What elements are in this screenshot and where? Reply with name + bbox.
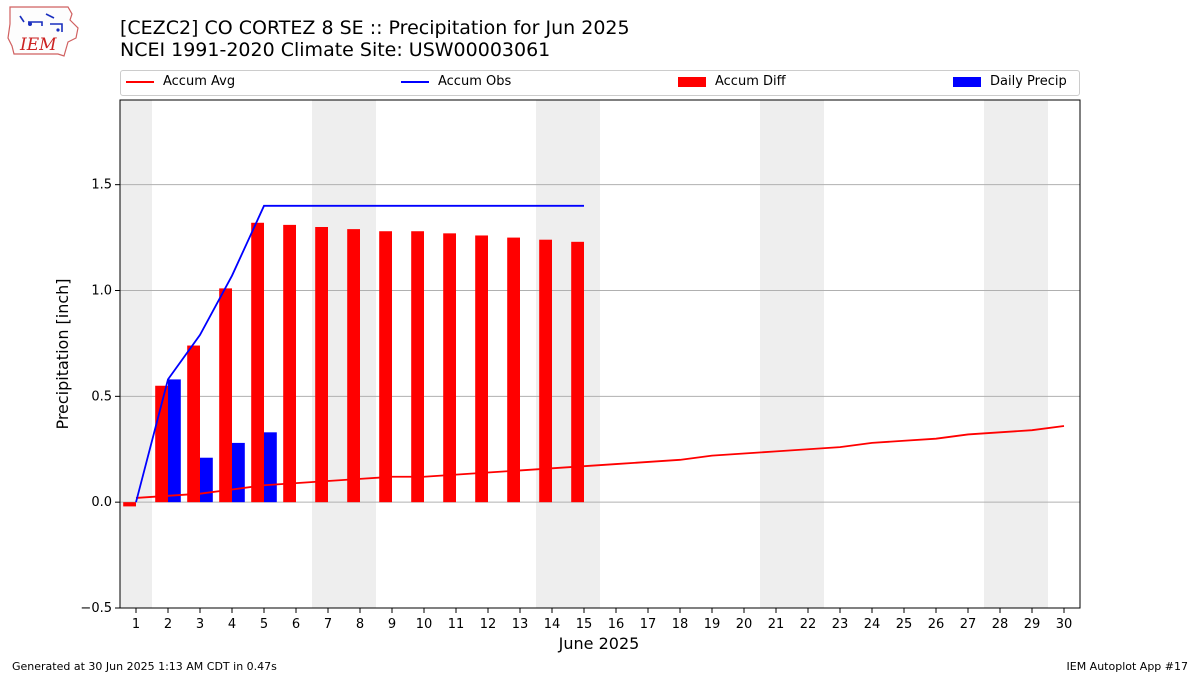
- accum-diff-bar: [475, 235, 488, 503]
- x-tick-label: 9: [388, 617, 396, 632]
- x-tick-label: 19: [704, 617, 721, 632]
- legend-swatch: [678, 76, 706, 87]
- weekend-band: [120, 100, 152, 608]
- legend-item-accum-diff: Accum Diff: [678, 74, 786, 89]
- accum-diff-bar: [539, 239, 552, 503]
- accum-diff-bar: [315, 227, 328, 503]
- y-tick-label: 1.5: [91, 178, 112, 193]
- x-tick-label: 23: [832, 617, 849, 632]
- x-tick-label: 4: [228, 617, 236, 632]
- weekend-band: [760, 100, 824, 608]
- accum-diff-bar: [411, 231, 424, 503]
- logo-text: IEM: [19, 35, 57, 55]
- x-tick-label: 25: [896, 617, 913, 632]
- x-tick-label: 10: [416, 617, 433, 632]
- x-tick-label: 17: [640, 617, 657, 632]
- chart-title: [CEZC2] CO CORTEZ 8 SE :: Precipitation …: [120, 17, 630, 39]
- accum-diff-bar: [443, 233, 456, 503]
- accum-diff-bar: [379, 231, 392, 503]
- x-tick-label: 3: [196, 617, 204, 632]
- x-tick-label: 28: [992, 617, 1009, 632]
- accum-avg-line: [135, 425, 1065, 499]
- legend-item-daily-precip: Daily Precip: [953, 74, 1067, 89]
- legend-item-accum-avg: Accum Avg: [126, 74, 235, 89]
- x-tick-label: 16: [608, 617, 625, 632]
- weekend-band: [536, 100, 600, 608]
- x-tick-label: 5: [260, 617, 268, 632]
- x-tick-label: 21: [768, 617, 785, 632]
- accum-diff-bar: [123, 502, 136, 507]
- daily-precip-bar: [232, 442, 245, 503]
- x-tick-label: 8: [356, 617, 364, 632]
- y-tick-label: 1.0: [91, 284, 112, 299]
- legend-item-accum-obs: Accum Obs: [401, 74, 511, 89]
- x-tick-label: 15: [576, 617, 593, 632]
- accum-diff-bar: [187, 345, 200, 503]
- accum-diff-bar: [571, 241, 584, 503]
- axes: −0.50.00.51.01.51 2 3 4 5 6 7 8 9 10 11 12 13 14 15 16 1…: [80, 99, 1081, 632]
- x-axis-label: June 2025: [558, 634, 640, 653]
- accum-diff-bar: [251, 222, 264, 503]
- legend-swatch: [953, 76, 981, 87]
- bars: [123, 222, 584, 507]
- x-tick-label: 12: [480, 617, 497, 632]
- x-tick-label: 30: [1056, 617, 1073, 632]
- y-tick-label: 0.0: [91, 495, 112, 510]
- x-tick-label: 1: [132, 617, 140, 632]
- x-tick-label: 27: [960, 617, 977, 632]
- legend-label: Daily Precip: [990, 74, 1067, 89]
- daily-precip-bar: [200, 457, 213, 503]
- legend-swatch: [126, 80, 154, 83]
- y-tick-label: −0.5: [80, 601, 112, 616]
- x-tick-label: 14: [544, 617, 561, 632]
- weekend-band: [984, 100, 1048, 608]
- x-tick-label: 18: [672, 617, 689, 632]
- legend-swatch: [401, 80, 429, 83]
- daily-precip-bar: [264, 432, 277, 503]
- legend: Accum Avg Accum Obs Accum Diff Daily Pre…: [120, 70, 1080, 96]
- x-tick-label: 13: [512, 617, 529, 632]
- weekend-shading: [120, 100, 1048, 608]
- x-tick-label: 7: [324, 617, 332, 632]
- legend-label: Accum Obs: [438, 74, 512, 89]
- weather-symbols-icon: [19, 13, 63, 32]
- x-tick-label: 29: [1024, 617, 1041, 632]
- x-tick-label: 20: [736, 617, 753, 632]
- iowa-map-outline-icon: [7, 6, 79, 57]
- x-tick-label: 2: [164, 617, 172, 632]
- accum-diff-bar: [507, 237, 520, 503]
- weekend-band: [312, 100, 376, 608]
- accum-obs-line: [135, 204, 584, 503]
- generated-timestamp: Generated at 30 Jun 2025 1:13 AM CDT in …: [12, 660, 277, 673]
- chart-subtitle: NCEI 1991-2020 Climate Site: USW00003061: [120, 39, 551, 61]
- plot-frame: [119, 99, 1081, 609]
- legend-label: Accum Diff: [715, 74, 786, 89]
- y-tick-label: 0.5: [91, 389, 112, 404]
- accum-diff-bar: [155, 385, 168, 503]
- x-tick-label: 11: [448, 617, 465, 632]
- gridlines: [120, 184, 1080, 609]
- daily-precip-bar: [168, 379, 181, 503]
- legend-label: Accum Avg: [163, 74, 236, 89]
- iem-logo: IEM: [7, 6, 79, 57]
- x-tick-label: 24: [864, 617, 881, 632]
- x-tick-label: 22: [800, 617, 817, 632]
- y-axis-label: Precipitation [inch]: [53, 278, 72, 429]
- series-lines: [135, 204, 1065, 503]
- accum-diff-bar: [283, 224, 296, 503]
- accum-diff-bar: [219, 288, 232, 503]
- x-tick-label: 6: [292, 617, 300, 632]
- x-tick-label: 26: [928, 617, 945, 632]
- app-credit: IEM Autoplot App #17: [1066, 660, 1189, 673]
- accum-diff-bar: [347, 229, 360, 503]
